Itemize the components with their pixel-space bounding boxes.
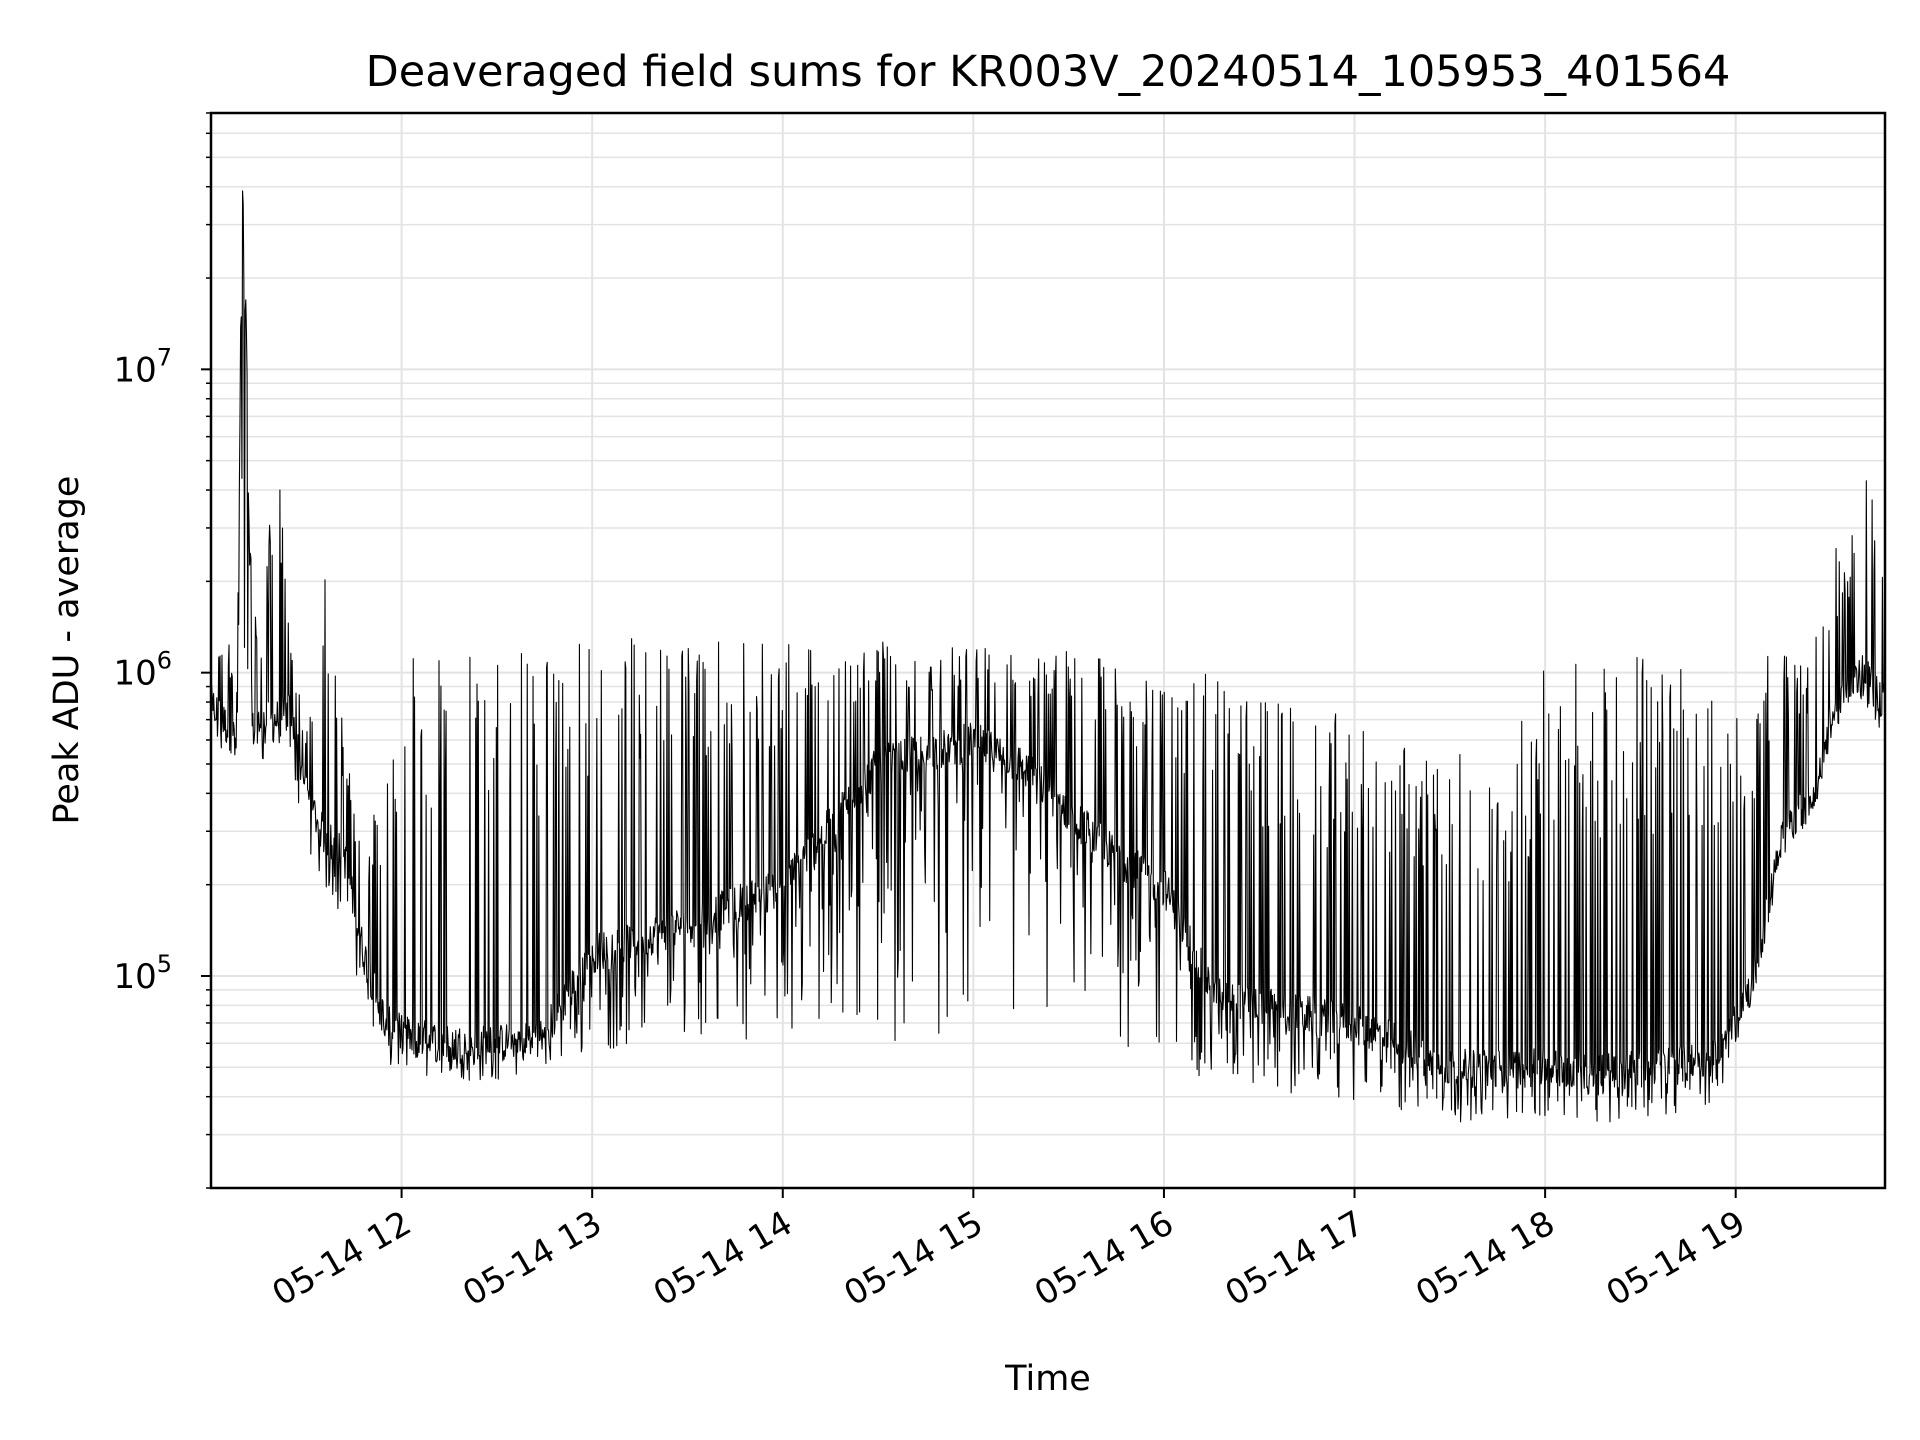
chart-title: Deaveraged field sums for KR003V_2024051… xyxy=(366,47,1731,97)
grid xyxy=(211,112,1885,1189)
data-layer xyxy=(210,190,1886,1123)
x-tick-label: 05-14 17 xyxy=(1219,1203,1371,1314)
y-axis-label: Peak ADU - average xyxy=(47,476,87,825)
x-tick-label: 05-14 12 xyxy=(266,1203,418,1314)
y-tick-label: 107 xyxy=(113,343,172,390)
y-tick-base: 10 xyxy=(113,654,156,694)
x-axis: 05-14 12 05-14 13 05-14 14 05-14 15 05-14 16… xyxy=(266,1188,1752,1314)
plot-frame xyxy=(209,111,1887,1190)
y-tick-label: 106 xyxy=(113,647,172,694)
y-tick-label: 105 xyxy=(113,950,172,997)
y-tick-base: 10 xyxy=(113,350,156,390)
x-tick-label: 05-14 19 xyxy=(1600,1203,1752,1314)
x-tick-label: 05-14 13 xyxy=(456,1203,608,1314)
x-tick-label: 05-14 18 xyxy=(1409,1203,1561,1314)
x-tick-label: 05-14 14 xyxy=(647,1203,799,1314)
series-line xyxy=(210,190,1886,1123)
y-tick-exponent: 6 xyxy=(157,647,172,675)
x-tick-label: 05-14 15 xyxy=(837,1203,989,1314)
y-tick-exponent: 7 xyxy=(157,343,172,371)
x-axis-label: Time xyxy=(1004,1359,1091,1399)
x-tick-label: 05-14 16 xyxy=(1028,1203,1180,1314)
y-tick-exponent: 5 xyxy=(157,950,172,978)
y-tick-base: 10 xyxy=(113,957,156,997)
